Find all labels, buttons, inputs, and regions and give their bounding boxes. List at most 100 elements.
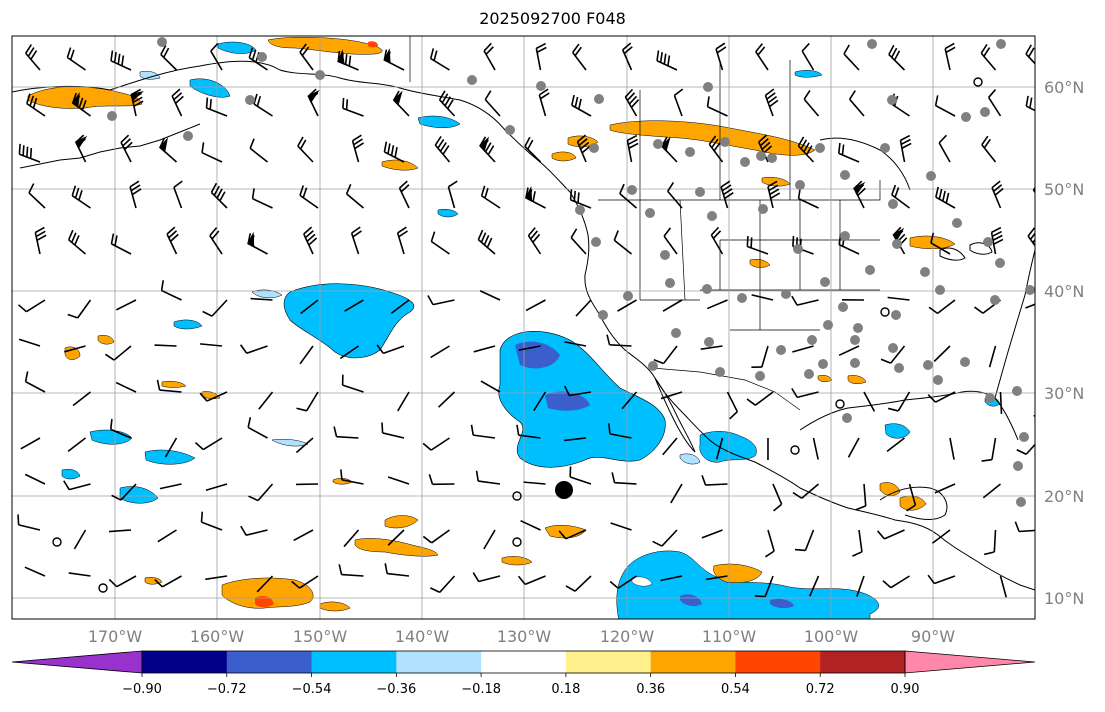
lat-axis: 60°N 50°N 40°N 30°N 20°N 10°N [1044, 78, 1084, 608]
orange-region [909, 235, 956, 249]
colorbar-tick-label: −0.54 [292, 682, 332, 697]
wind-barb [891, 184, 910, 209]
wind-barb [299, 185, 319, 209]
wind-barb [376, 344, 405, 355]
orange-region [609, 120, 816, 156]
wind-barb [876, 529, 905, 540]
blue-region [144, 449, 196, 465]
wind-barb [390, 299, 410, 314]
wind-barb [247, 417, 268, 439]
calm-circle [98, 583, 108, 593]
station-marker [623, 291, 633, 301]
wind-barb [154, 575, 182, 588]
wind-barb [250, 297, 273, 301]
wind-barb [475, 470, 501, 485]
station-marker [598, 310, 608, 320]
station-marker [850, 358, 860, 368]
lightblue-region [679, 453, 701, 465]
wind-barb [171, 88, 184, 117]
colorbar-tick-label: 0.36 [636, 682, 665, 697]
station-marker [804, 369, 814, 379]
station-marker [853, 323, 863, 333]
wind-barb [847, 437, 860, 458]
wind-barb [158, 137, 178, 163]
wind-barb [613, 230, 632, 255]
lon-label: 130°W [497, 627, 552, 646]
station-marker [880, 143, 890, 153]
wind-barb [430, 345, 450, 359]
station-marker [183, 131, 193, 141]
wind-barb [533, 391, 547, 412]
wind-barb [247, 231, 268, 255]
wind-barb [792, 483, 820, 499]
wind-barb [982, 483, 1002, 499]
wind-barb [381, 422, 405, 439]
wind-barb [18, 338, 41, 347]
wind-barb [611, 472, 637, 485]
station-marker [996, 39, 1006, 49]
station-marker [887, 95, 897, 105]
wind-barb [397, 391, 410, 412]
wind-barb [66, 47, 86, 71]
calm-circle [790, 445, 800, 455]
wind-barb [720, 180, 734, 209]
wind-barb [73, 529, 87, 550]
station-marker [245, 95, 255, 105]
wind-barb [520, 519, 541, 531]
wind-barb [477, 229, 496, 255]
wind-barb [619, 183, 638, 209]
wind-barb [564, 341, 587, 347]
red-region [255, 596, 274, 607]
wind-barb [166, 226, 179, 255]
wind-barb [797, 188, 819, 209]
wind-barb [856, 575, 865, 598]
station-marker [257, 52, 267, 62]
lon-label: 170°W [88, 627, 143, 646]
lightblue-region [251, 289, 283, 299]
wind-barb [300, 299, 319, 315]
wind-barb [981, 437, 997, 462]
wind-barb [429, 575, 456, 594]
station-marker [793, 244, 803, 254]
wind-barb [108, 575, 137, 588]
station-marker [715, 367, 725, 377]
station-marker [594, 94, 604, 104]
station-marker [985, 393, 995, 403]
wind-barb [258, 391, 274, 410]
wind-barb [479, 290, 501, 301]
wind-barb [930, 232, 951, 255]
wind-barb [706, 96, 728, 117]
station-marker [840, 231, 850, 241]
wind-barb [934, 95, 956, 117]
red-region [368, 41, 378, 48]
wind-barb [343, 529, 360, 548]
wind-barb [527, 227, 542, 255]
wind-barb [74, 134, 88, 163]
wind-barb [293, 529, 314, 542]
orange-region [354, 538, 439, 557]
orange-region [319, 601, 351, 612]
wind-barb [935, 186, 956, 209]
wind-barb [987, 89, 1002, 117]
wind-barb [933, 345, 951, 362]
wind-barb [569, 189, 592, 209]
wind-barb [931, 529, 951, 544]
orange-region [267, 36, 383, 55]
wind-barb [209, 227, 223, 255]
blue-region [189, 78, 231, 98]
wind-barb [710, 226, 724, 255]
wind-barb [882, 575, 910, 589]
wind-barb [340, 469, 364, 485]
lon-label: 90°W [911, 627, 955, 646]
wind-barb [791, 387, 819, 399]
wind-barb [570, 228, 587, 255]
colorbar-tick-label: 0.54 [721, 682, 750, 697]
wind-barb [617, 299, 637, 312]
wind-barb [383, 48, 405, 71]
wind-barb [239, 344, 268, 354]
wind-barb [606, 334, 632, 347]
wind-barb [516, 424, 541, 439]
wind-barb [291, 575, 319, 589]
wind-barb [210, 182, 228, 209]
colorbar-tick-label: 0.72 [806, 682, 835, 697]
